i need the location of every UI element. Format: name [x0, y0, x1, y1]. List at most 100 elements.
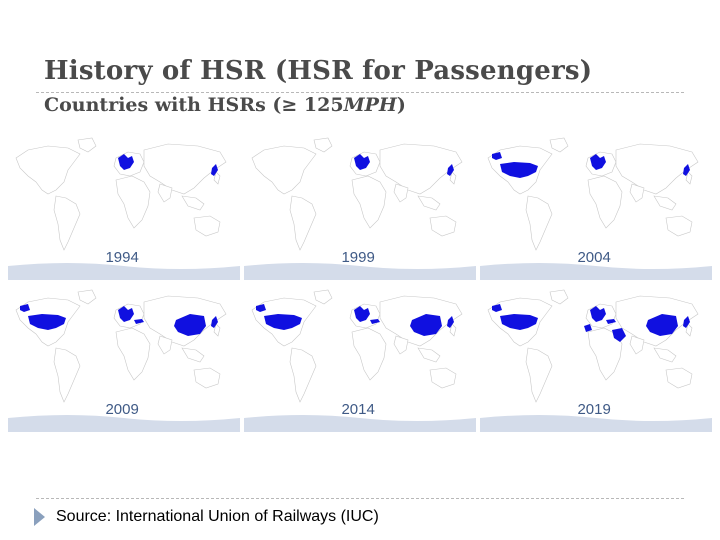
map-panel: 2014 [244, 284, 476, 432]
slide-subtitle: Countries with HSRs (≥ 125MPH) [44, 94, 406, 116]
continent-shape [53, 195, 81, 251]
subtitle-number: 125 [297, 94, 344, 116]
map-panel: 2009 [8, 284, 240, 432]
hsr-country-turkey [606, 319, 616, 324]
continent-shape [289, 195, 317, 251]
subtitle-symbol: ≥ [281, 94, 298, 116]
antarctica-landmass [480, 415, 712, 432]
continent-shape [525, 347, 553, 403]
hsr-country-usa [492, 152, 538, 178]
hsr-country-europe [354, 306, 370, 322]
continent-shape [15, 145, 81, 195]
continent-shape [615, 143, 699, 195]
source-note: Source: International Union of Railways … [56, 508, 379, 525]
continent-shape [313, 289, 333, 305]
slide-title: History of HSR (HSR for Passengers) [44, 56, 593, 86]
hsr-country-saudi [612, 328, 626, 342]
world-map [244, 137, 476, 280]
hsr-country-japan [211, 164, 218, 176]
continent-shape [77, 137, 97, 153]
continent-shape [417, 347, 441, 363]
continent-shape [653, 195, 677, 211]
continent-shape [525, 195, 553, 251]
world-map [8, 289, 240, 432]
continent-shape [393, 335, 409, 355]
title-divider [36, 92, 684, 93]
continent-shape [251, 145, 317, 195]
map-panel: 1994 [8, 132, 240, 280]
continent-shape [53, 347, 81, 403]
hsr-country-turkey [370, 319, 380, 324]
world-map [480, 137, 712, 280]
map-year-label: 1994 [105, 249, 139, 266]
continent-shape [629, 183, 645, 203]
continent-shape [157, 183, 173, 203]
continent-shape [665, 367, 693, 389]
continent-shape [549, 289, 569, 305]
hsr-country-morocco [584, 324, 592, 332]
hsr-country-japan [683, 164, 690, 176]
continent-shape [181, 195, 205, 211]
continent-shape [289, 347, 317, 403]
continent-shape [213, 171, 221, 185]
continent-shape [549, 137, 569, 153]
hsr-country-europe [354, 154, 370, 170]
subtitle-prefix: Countries with HSRs ( [44, 94, 282, 116]
footer-divider [36, 498, 684, 499]
continent-shape [429, 367, 457, 389]
hsr-country-europe [118, 306, 134, 322]
hsr-country-europe [590, 154, 606, 170]
continent-shape [449, 323, 457, 337]
bullet-arrow-icon [34, 508, 45, 526]
hsr-country-china [410, 314, 442, 336]
continent-shape [115, 175, 151, 229]
continent-shape [193, 367, 221, 389]
continent-shape [393, 183, 409, 203]
hsr-country-japan [211, 316, 218, 328]
world-map [244, 289, 476, 432]
continent-shape [417, 195, 441, 211]
antarctica-landmass [480, 263, 712, 280]
antarctica-landmass [8, 415, 240, 432]
antarctica-landmass [244, 415, 476, 432]
continent-shape [379, 143, 463, 195]
continent-shape [629, 335, 645, 355]
hsr-country-japan [683, 316, 690, 328]
continent-shape [193, 215, 221, 237]
continent-shape [181, 347, 205, 363]
continent-shape [77, 289, 97, 305]
continent-shape [449, 171, 457, 185]
continent-shape [351, 327, 387, 381]
continent-shape [587, 175, 623, 229]
hsr-country-usa [492, 304, 538, 330]
hsr-country-japan [447, 316, 454, 328]
hsr-country-europe [590, 306, 606, 322]
continent-shape [653, 347, 677, 363]
hsr-country-usa [256, 304, 302, 330]
continent-shape [157, 335, 173, 355]
hsr-country-china [174, 314, 206, 336]
continent-shape [685, 171, 693, 185]
map-year-label: 1999 [341, 249, 375, 266]
antarctica-landmass [8, 263, 240, 280]
hsr-country-china [646, 314, 678, 336]
hsr-country-japan [447, 164, 454, 176]
map-year-label: 2019 [577, 401, 611, 418]
world-map [8, 137, 240, 280]
continent-shape [587, 327, 623, 381]
continent-shape [665, 215, 693, 237]
maps-grid: 1994 1999 2004 2009 2014 2019 [8, 132, 712, 432]
continent-shape [213, 323, 221, 337]
hsr-country-usa [20, 304, 66, 330]
world-map [480, 289, 712, 432]
antarctica-landmass [244, 263, 476, 280]
map-panel: 2019 [480, 284, 712, 432]
hsr-country-europe [118, 154, 134, 170]
continent-shape [143, 143, 227, 195]
map-year-label: 2009 [105, 401, 139, 418]
map-panel: 2004 [480, 132, 712, 280]
subtitle-unit: MPH [343, 94, 397, 116]
continent-shape [115, 327, 151, 381]
continent-shape [429, 215, 457, 237]
map-year-label: 2014 [341, 401, 375, 418]
